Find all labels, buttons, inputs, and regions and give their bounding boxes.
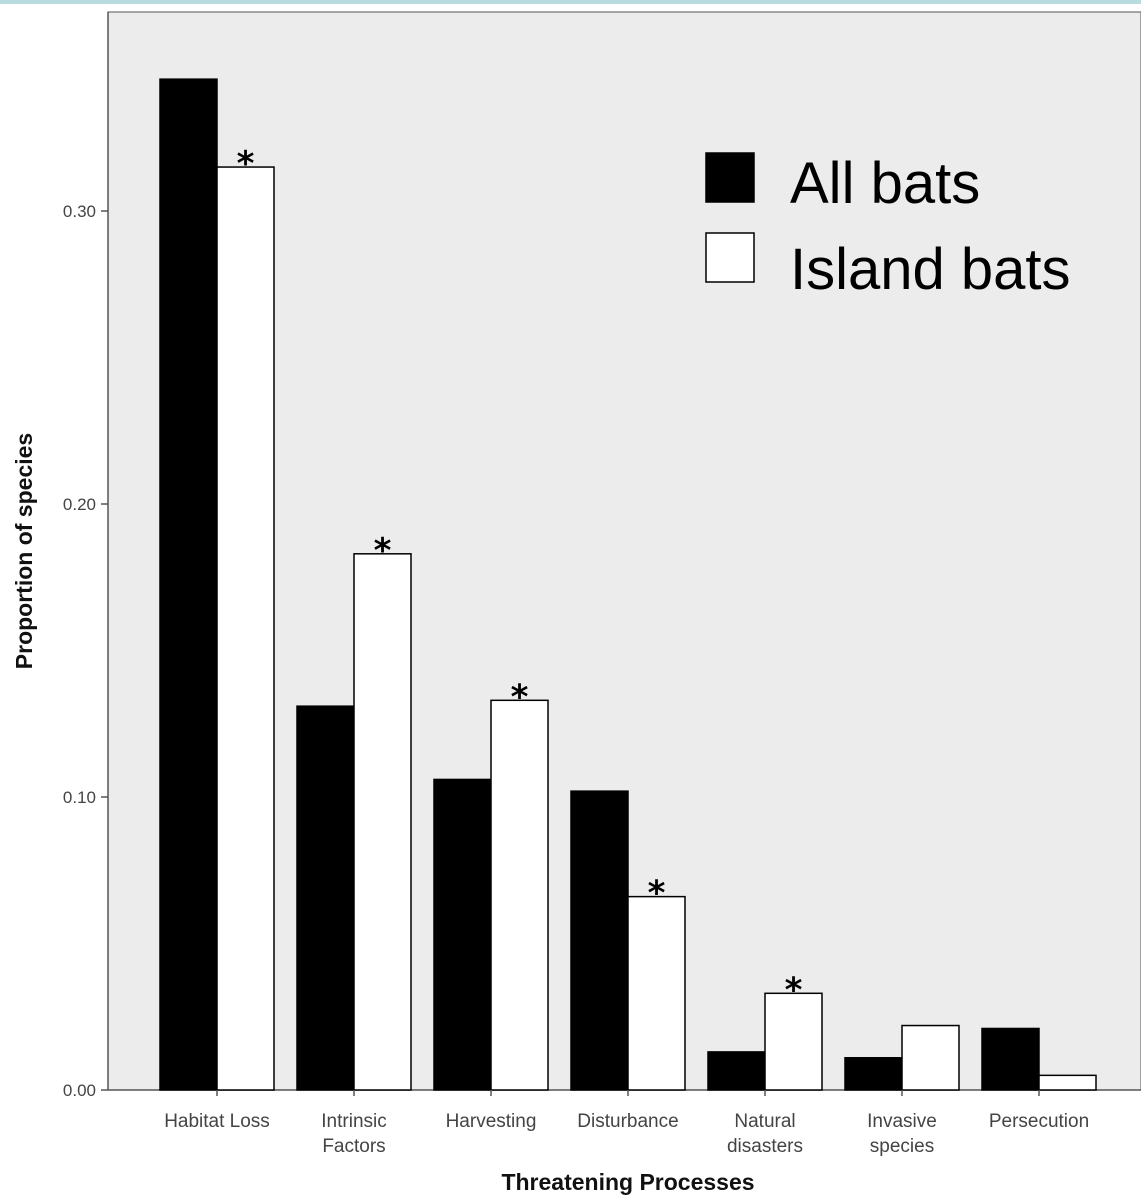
bar-all-bats-natural-disasters <box>707 1051 766 1091</box>
x-category-label-invasive-species-line-1: Invasive <box>867 1111 937 1132</box>
x-axis-category-labels: Habitat Loss Intrinsic Factors Harvesting Di… <box>164 1090 1089 1157</box>
top-accent-strip <box>0 0 1141 4</box>
x-category-label-natural-disasters-line-2: disasters <box>727 1136 803 1157</box>
legend-swatch-all-bats <box>705 152 755 203</box>
bar-all-bats-disturbance <box>570 790 629 1091</box>
bar-island-bats-intrinsic-factors <box>353 553 412 1091</box>
x-category-label-intrinsic-factors-line-2: Factors <box>322 1136 385 1157</box>
significance-star-harvesting: * <box>511 677 529 717</box>
significance-star-intrinsic-factors: * <box>374 531 392 571</box>
x-category-label-disturbance: Disturbance <box>577 1111 678 1132</box>
bar-island-bats-harvesting <box>490 699 549 1091</box>
x-category-label-habitat-loss: Habitat Loss <box>164 1111 270 1132</box>
bar-all-bats-persecution <box>981 1027 1040 1091</box>
x-axis-title: Threatening Processes <box>501 1169 754 1195</box>
y-tick-label-0-20: 0.20 <box>63 495 96 514</box>
bar-island-bats-persecution <box>1038 1074 1097 1091</box>
significance-star-habitat-loss: * <box>237 144 255 184</box>
bar-island-bats-invasive-species <box>901 1024 960 1091</box>
y-tick-label-0-10: 0.10 <box>63 788 96 807</box>
y-axis-ticks: 0.00 0.10 0.20 0.30 <box>63 202 108 1100</box>
significance-star-natural-disasters: * <box>785 970 803 1010</box>
bar-all-bats-habitat-loss <box>159 78 218 1091</box>
legend: All bats Island bats <box>705 151 1071 302</box>
bar-all-bats-harvesting <box>433 778 492 1091</box>
x-category-label-persecution: Persecution <box>989 1111 1089 1132</box>
significance-markers: * * * * * <box>237 144 803 1010</box>
bar-all-bats-invasive-species <box>844 1057 903 1091</box>
significance-star-disturbance: * <box>648 874 666 914</box>
legend-label-island-bats: Island bats <box>790 237 1071 302</box>
bar-island-bats-natural-disasters <box>764 992 823 1091</box>
y-tick-label-0-00: 0.00 <box>63 1081 96 1100</box>
y-tick-label-0-30: 0.30 <box>63 202 96 221</box>
bar-all-bats-intrinsic-factors <box>296 705 355 1091</box>
x-category-label-natural-disasters-line-1: Natural <box>734 1111 795 1132</box>
x-category-label-harvesting: Harvesting <box>446 1111 537 1132</box>
bars <box>159 78 1097 1091</box>
legend-swatch-island-bats <box>705 232 755 283</box>
legend-label-all-bats: All bats <box>790 151 980 216</box>
y-axis-title: Proportion of species <box>11 433 37 669</box>
bar-island-bats-habitat-loss <box>216 166 275 1091</box>
bar-island-bats-disturbance <box>627 895 686 1091</box>
x-category-label-invasive-species-line-2: species <box>870 1136 934 1157</box>
x-category-label-intrinsic-factors-line-1: Intrinsic <box>321 1111 386 1132</box>
